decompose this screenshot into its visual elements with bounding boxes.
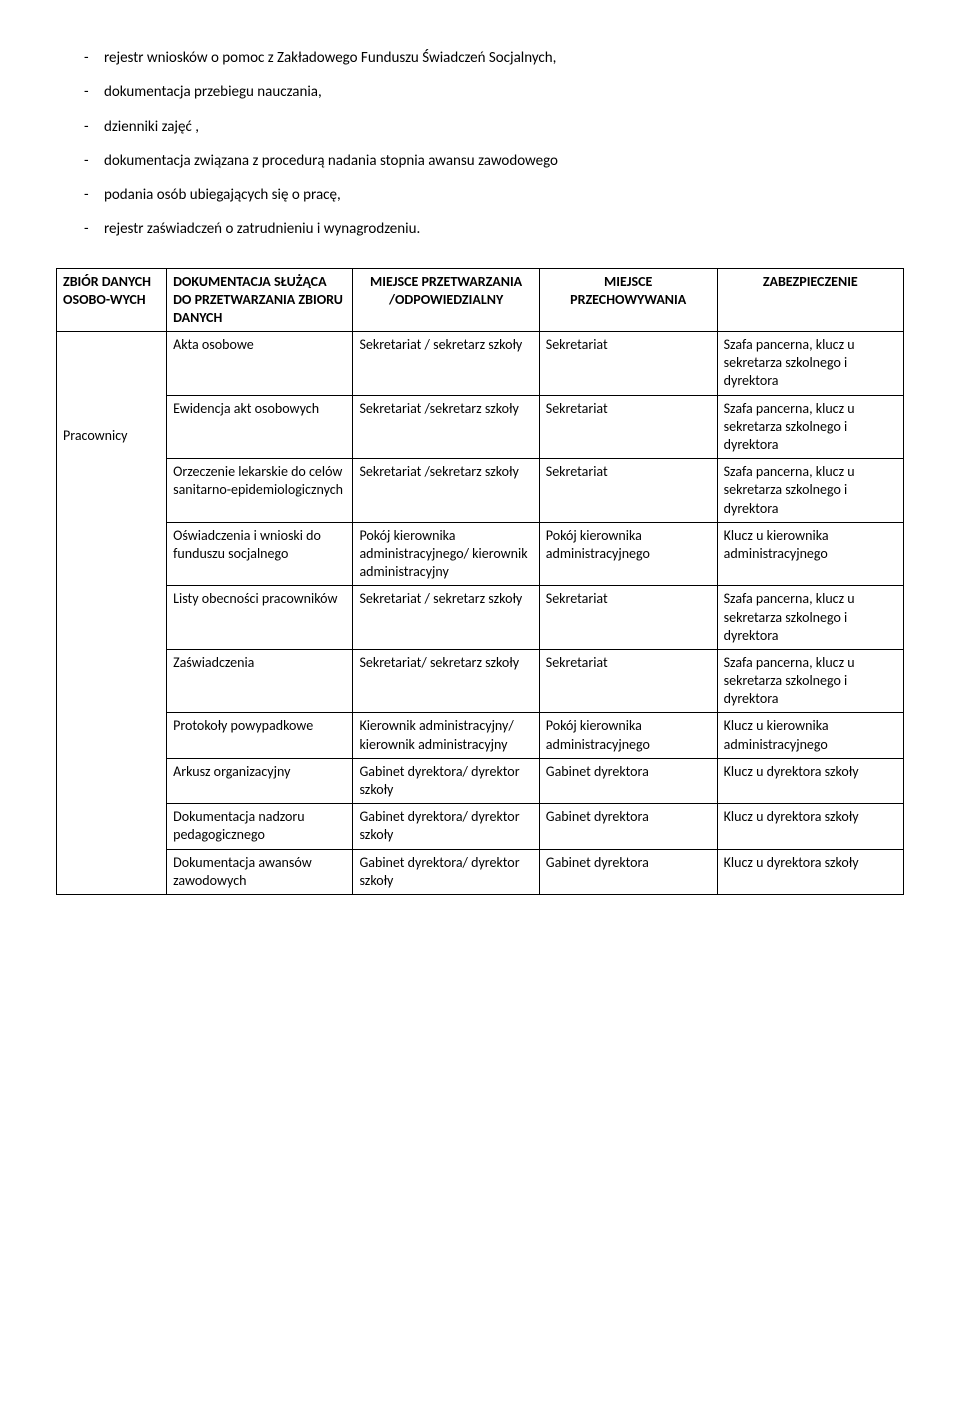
cell-place-proc: Gabinet dyrektora/ dyrektor szkoły <box>353 804 539 849</box>
cell-doc: Dokumentacja nadzoru pedagogicznego <box>167 804 353 849</box>
bullet-item: rejestr wniosków o pomoc z Zakładowego F… <box>56 48 904 68</box>
header-cell-zabezpieczenie: ZABEZPIECZENIE <box>717 268 903 332</box>
table-row: Pracownicy Akta osobowe Sekretariat / se… <box>57 332 904 396</box>
cell-place-store: Pokój kierownika administracyjnego <box>539 522 717 586</box>
cell-security: Szafa pancerna, klucz u sekretarza szkol… <box>717 395 903 459</box>
cell-place-store: Gabinet dyrektora <box>539 804 717 849</box>
cell-doc: Ewidencja akt osobowych <box>167 395 353 459</box>
cell-security: Szafa pancerna, klucz u sekretarza szkol… <box>717 586 903 650</box>
table-row: Oświadczenia i wnioski do funduszu socja… <box>57 522 904 586</box>
cell-security: Klucz u dyrektora szkoły <box>717 849 903 894</box>
cell-place-proc: Sekretariat/ sekretarz szkoły <box>353 649 539 713</box>
cell-place-store: Gabinet dyrektora <box>539 758 717 803</box>
cell-doc: Oświadczenia i wnioski do funduszu socja… <box>167 522 353 586</box>
header-cell-zbiór: ZBIÓR DANYCH OSOBO-WYCH <box>57 268 167 332</box>
cell-place-store: Sekretariat <box>539 395 717 459</box>
cell-place-proc: Sekretariat / sekretarz szkoły <box>353 586 539 650</box>
cell-doc: Zaświadczenia <box>167 649 353 713</box>
cell-place-store: Pokój kierownika administracyjnego <box>539 713 717 758</box>
cell-place-proc: Sekretariat /sekretarz szkoły <box>353 459 539 523</box>
bullet-item: dokumentacja związana z procedurą nadani… <box>56 151 904 171</box>
cell-place-proc: Gabinet dyrektora/ dyrektor szkoły <box>353 758 539 803</box>
header-cell-miejsce-przechowywania: MIEJSCE PRZECHOWYWANIA <box>539 268 717 332</box>
bullet-item: podania osób ubiegających się o pracę, <box>56 185 904 205</box>
cell-doc: Orzeczenie lekarskie do celów sanitarno-… <box>167 459 353 523</box>
cell-doc: Protokoły powypadkowe <box>167 713 353 758</box>
cell-place-store: Sekretariat <box>539 586 717 650</box>
cell-doc: Akta osobowe <box>167 332 353 396</box>
table-row: Dokumentacja nadzoru pedagogicznego Gabi… <box>57 804 904 849</box>
header-cell-dokumentacja: DOKUMENTACJA SŁUŻĄCA DO PRZETWARZANIA ZB… <box>167 268 353 332</box>
table-row: Arkusz organizacyjny Gabinet dyrektora/ … <box>57 758 904 803</box>
cell-place-store: Gabinet dyrektora <box>539 849 717 894</box>
cell-place-store: Sekretariat <box>539 459 717 523</box>
cell-doc: Listy obecności pracowników <box>167 586 353 650</box>
header-cell-miejsce-przetwarzania: MIEJSCE PRZETWARZANIA /ODPOWIEDZIALNY <box>353 268 539 332</box>
cell-security: Klucz u dyrektora szkoły <box>717 758 903 803</box>
cell-security: Klucz u kierownika administracyjnego <box>717 713 903 758</box>
cell-place-proc: Gabinet dyrektora/ dyrektor szkoły <box>353 849 539 894</box>
cell-place-proc: Sekretariat / sekretarz szkoły <box>353 332 539 396</box>
table-row: Protokoły powypadkowe Kierownik administ… <box>57 713 904 758</box>
bullet-list: rejestr wniosków o pomoc z Zakładowego F… <box>56 48 904 240</box>
cell-security: Szafa pancerna, klucz u sekretarza szkol… <box>717 332 903 396</box>
bullet-item: dokumentacja przebiegu nauczania, <box>56 82 904 102</box>
cell-doc: Dokumentacja awansów zawodowych <box>167 849 353 894</box>
table-row: Listy obecności pracowników Sekretariat … <box>57 586 904 650</box>
cell-place-proc: Kierownik administracyjny/ kierownik adm… <box>353 713 539 758</box>
cell-place-proc: Pokój kierownika administracyjnego/ kier… <box>353 522 539 586</box>
table-row: Ewidencja akt osobowych Sekretariat /sek… <box>57 395 904 459</box>
table-row: Orzeczenie lekarskie do celów sanitarno-… <box>57 459 904 523</box>
cell-security: Szafa pancerna, klucz u sekretarza szkol… <box>717 649 903 713</box>
data-table: ZBIÓR DANYCH OSOBO-WYCH DOKUMENTACJA SŁU… <box>56 268 904 895</box>
cell-place-store: Sekretariat <box>539 332 717 396</box>
table-header-row: ZBIÓR DANYCH OSOBO-WYCH DOKUMENTACJA SŁU… <box>57 268 904 332</box>
cell-security: Klucz u kierownika administracyjnego <box>717 522 903 586</box>
cell-security: Szafa pancerna, klucz u sekretarza szkol… <box>717 459 903 523</box>
cell-place-proc: Sekretariat /sekretarz szkoły <box>353 395 539 459</box>
cell-security: Klucz u dyrektora szkoły <box>717 804 903 849</box>
table-row: Dokumentacja awansów zawodowych Gabinet … <box>57 849 904 894</box>
bullet-item: dzienniki zajęć , <box>56 117 904 137</box>
table-row: Zaświadczenia Sekretariat/ sekretarz szk… <box>57 649 904 713</box>
cell-doc: Arkusz organizacyjny <box>167 758 353 803</box>
bullet-item: rejestr zaświadczeń o zatrudnieniu i wyn… <box>56 219 904 239</box>
group-label-cell: Pracownicy <box>57 332 167 895</box>
cell-place-store: Sekretariat <box>539 649 717 713</box>
